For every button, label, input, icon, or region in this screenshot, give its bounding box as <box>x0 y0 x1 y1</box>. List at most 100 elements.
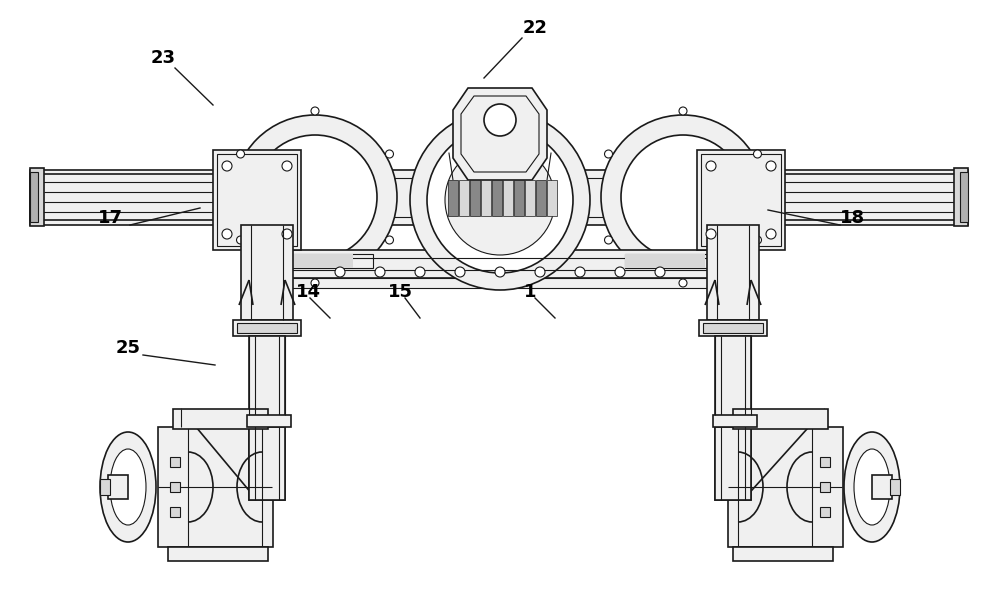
Bar <box>492 180 502 216</box>
Bar <box>625 254 725 268</box>
Text: 18: 18 <box>839 209 865 227</box>
Bar <box>273 254 353 268</box>
Bar <box>278 278 720 288</box>
Text: 17: 17 <box>98 209 122 227</box>
Bar <box>30 172 38 222</box>
Bar <box>960 172 968 222</box>
Circle shape <box>605 150 613 158</box>
Circle shape <box>311 107 319 115</box>
Circle shape <box>679 279 687 287</box>
Ellipse shape <box>844 432 900 542</box>
Bar <box>233 320 301 336</box>
Bar <box>258 250 740 278</box>
Bar <box>536 180 546 216</box>
Bar <box>173 409 268 429</box>
Bar <box>481 180 491 216</box>
Circle shape <box>753 150 761 158</box>
Bar <box>514 180 524 216</box>
Text: 22: 22 <box>522 19 548 37</box>
Bar <box>217 154 297 246</box>
Bar <box>213 150 301 250</box>
Circle shape <box>385 150 393 158</box>
Bar <box>170 507 180 517</box>
Text: 1: 1 <box>524 283 536 301</box>
Polygon shape <box>453 88 547 180</box>
Bar <box>715 336 751 500</box>
Ellipse shape <box>410 110 590 290</box>
Bar <box>273 254 373 268</box>
Text: 15: 15 <box>388 283 413 301</box>
Circle shape <box>311 279 319 287</box>
Bar <box>733 547 833 561</box>
Ellipse shape <box>601 115 765 279</box>
Bar <box>820 457 830 467</box>
Bar <box>699 320 767 336</box>
Text: 23: 23 <box>150 49 176 67</box>
Circle shape <box>753 236 761 244</box>
Circle shape <box>605 236 613 244</box>
Circle shape <box>706 229 716 239</box>
Bar <box>170 457 180 467</box>
Bar <box>763 174 968 220</box>
Circle shape <box>335 267 345 277</box>
Bar <box>703 323 763 333</box>
Bar <box>701 154 781 246</box>
Bar <box>820 482 830 492</box>
Bar <box>707 225 759 320</box>
Circle shape <box>484 104 516 136</box>
Bar <box>728 427 843 547</box>
Ellipse shape <box>100 432 156 542</box>
Circle shape <box>766 161 776 171</box>
Circle shape <box>415 267 425 277</box>
Circle shape <box>615 267 625 277</box>
Bar <box>168 547 268 561</box>
Bar <box>30 174 235 220</box>
Bar <box>890 479 900 495</box>
Bar <box>713 415 757 427</box>
Bar <box>30 170 968 225</box>
Bar <box>954 168 968 226</box>
Bar <box>100 479 110 495</box>
Circle shape <box>282 161 292 171</box>
Circle shape <box>575 267 585 277</box>
Bar <box>170 482 180 492</box>
Circle shape <box>655 267 665 277</box>
Ellipse shape <box>621 135 745 259</box>
Circle shape <box>222 161 232 171</box>
Bar <box>625 254 705 268</box>
Bar <box>470 180 480 216</box>
Ellipse shape <box>445 145 555 255</box>
Bar <box>715 427 751 500</box>
Circle shape <box>455 267 465 277</box>
Bar <box>459 180 469 216</box>
Circle shape <box>237 236 245 244</box>
Bar <box>241 225 293 320</box>
Ellipse shape <box>233 115 397 279</box>
Bar <box>249 427 285 500</box>
Text: 25: 25 <box>116 339 140 357</box>
Circle shape <box>535 267 545 277</box>
Bar <box>547 180 557 216</box>
Bar <box>30 168 44 226</box>
Ellipse shape <box>427 127 573 273</box>
Bar <box>697 150 785 250</box>
Bar <box>249 336 285 500</box>
Ellipse shape <box>253 135 377 259</box>
Bar <box>872 475 892 499</box>
Bar <box>733 409 828 429</box>
Bar <box>820 507 830 517</box>
Circle shape <box>766 229 776 239</box>
Bar <box>525 180 535 216</box>
Bar <box>448 180 458 216</box>
Circle shape <box>222 229 232 239</box>
Text: 14: 14 <box>296 283 320 301</box>
Circle shape <box>282 229 292 239</box>
Circle shape <box>706 161 716 171</box>
Bar <box>247 415 291 427</box>
Circle shape <box>375 267 385 277</box>
Bar <box>108 475 128 499</box>
Circle shape <box>385 236 393 244</box>
Ellipse shape <box>110 449 146 525</box>
Bar <box>503 180 513 216</box>
Bar <box>237 323 297 333</box>
